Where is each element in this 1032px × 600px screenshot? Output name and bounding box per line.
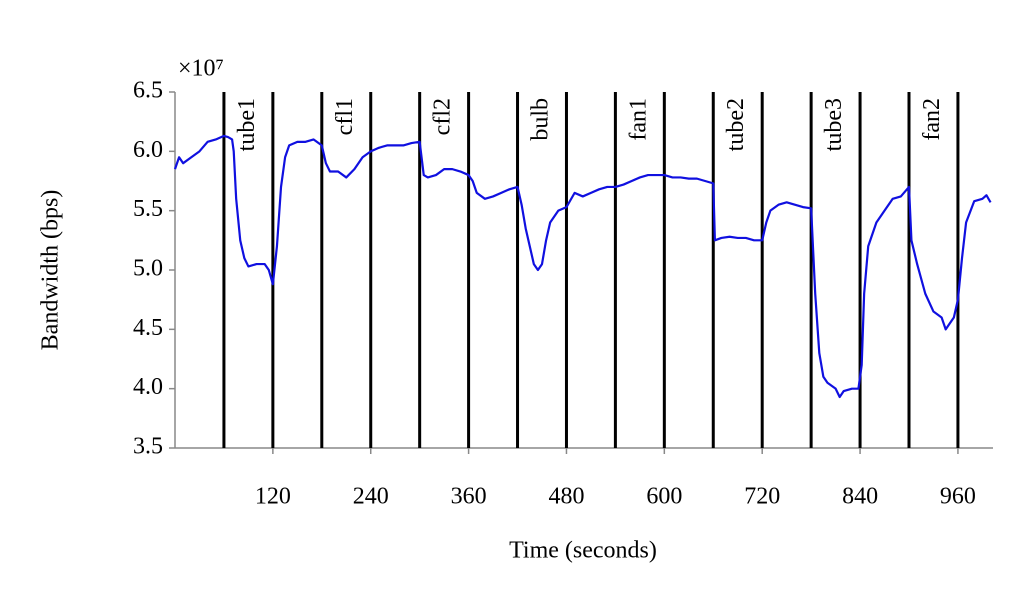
x-tick-label: 720 <box>744 484 780 510</box>
x-tick-label: 120 <box>255 484 291 510</box>
event-label: fan2 <box>919 98 945 141</box>
y-tick-label: 4.5 <box>133 315 163 341</box>
x-tick-label: 360 <box>451 484 487 510</box>
y-tick-label: 5.0 <box>133 256 163 282</box>
event-label: cfl2 <box>430 98 456 135</box>
event-label: bulb <box>527 98 553 141</box>
x-tick-label: 480 <box>548 484 584 510</box>
y-tick-label: 6.5 <box>133 78 163 104</box>
y-tick-label: 4.0 <box>133 374 163 400</box>
x-tick-label: 600 <box>646 484 682 510</box>
y-axis-label: Bandwidth (bps) <box>38 190 64 351</box>
event-label: tube3 <box>821 98 847 151</box>
x-tick-label: 240 <box>353 484 389 510</box>
event-label: cfl1 <box>332 98 358 135</box>
y-tick-label: 3.5 <box>133 434 163 460</box>
x-axis-label: Time (seconds) <box>509 538 657 564</box>
axis-multiplier: ×10⁷ <box>178 56 224 82</box>
y-tick-label: 6.0 <box>133 137 163 163</box>
x-tick-label: 960 <box>940 484 976 510</box>
event-label: tube1 <box>234 98 260 151</box>
event-label: tube2 <box>723 98 749 151</box>
x-tick-label: 840 <box>842 484 878 510</box>
event-label: fan1 <box>625 98 651 141</box>
y-tick-label: 5.5 <box>133 196 163 222</box>
data-line <box>173 134 992 399</box>
